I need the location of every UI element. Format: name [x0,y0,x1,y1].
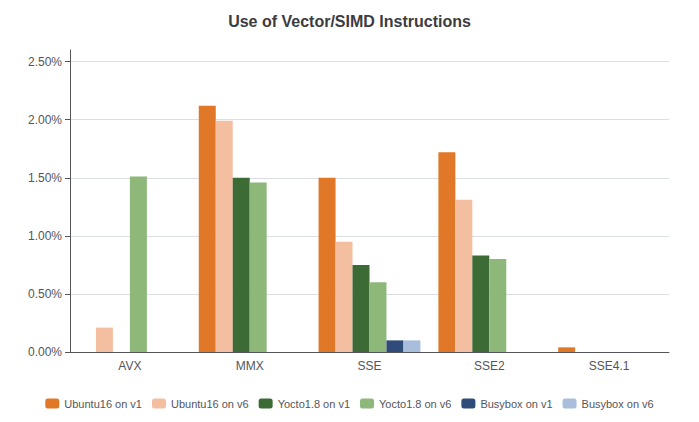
svg-text:Ubuntu16 on v1: Ubuntu16 on v1 [64,398,142,410]
svg-text:SSE4.1: SSE4.1 [589,359,630,373]
svg-text:2.00%: 2.00% [28,113,62,127]
svg-text:Use of Vector/SIMD Instruction: Use of Vector/SIMD Instructions [228,13,471,30]
svg-text:Ubuntu16 on v6: Ubuntu16 on v6 [171,398,249,410]
svg-text:1.00%: 1.00% [28,229,62,243]
svg-text:1.50%: 1.50% [28,171,62,185]
svg-text:Busybox on v1: Busybox on v1 [480,398,552,410]
svg-text:Yocto1.8 on v6: Yocto1.8 on v6 [379,398,451,410]
svg-text:0.00%: 0.00% [28,345,62,359]
svg-text:MMX: MMX [236,359,264,373]
svg-text:Yocto1.8 on v1: Yocto1.8 on v1 [278,398,350,410]
svg-text:Busybox on v6: Busybox on v6 [582,398,654,410]
svg-text:SSE: SSE [357,359,381,373]
svg-text:SSE2: SSE2 [474,359,505,373]
svg-text:2.50%: 2.50% [28,55,62,69]
svg-text:AVX: AVX [118,359,141,373]
svg-text:0.50%: 0.50% [28,287,62,301]
